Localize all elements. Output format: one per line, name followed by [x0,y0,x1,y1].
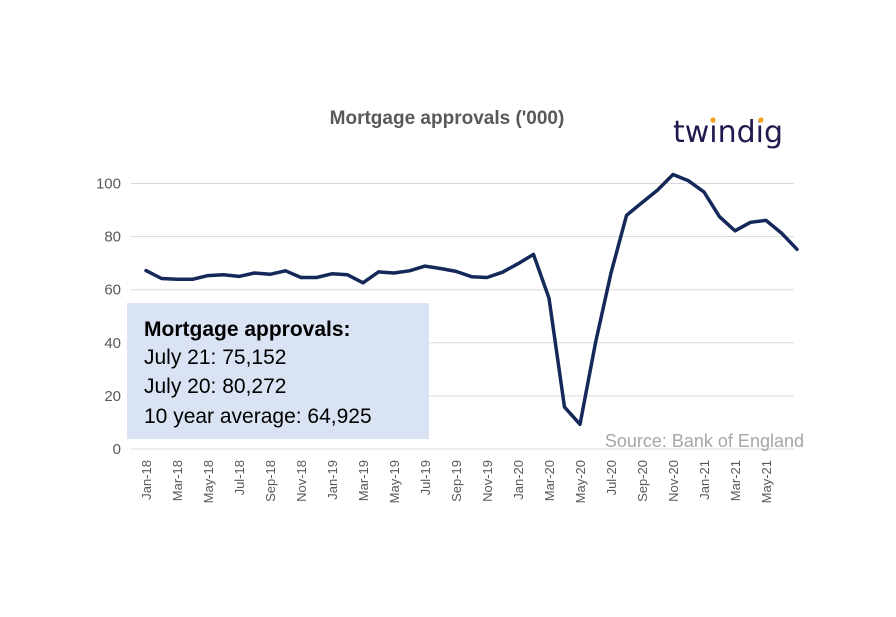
info-box-heading: Mortgage approvals: [144,318,351,341]
x-tick-label: Jan-18 [139,460,154,500]
info-box-line-july20: July 20: 80,272 [144,375,286,398]
chart-title: Mortgage approvals ('000) [330,108,565,129]
info-box-background [127,303,429,439]
x-tick-label: Nov-18 [294,460,309,502]
x-tick-label: Mar-19 [356,460,371,501]
y-tick-label: 100 [96,176,121,193]
y-axis-ticks: 0 20 40 60 80 100 [96,176,121,459]
x-tick-label: Sep-19 [449,460,464,502]
source-note: Source: Bank of England [605,431,804,451]
x-tick-label: Nov-20 [666,460,681,502]
x-tick-label: May-18 [201,460,216,503]
x-tick-label: Jul-19 [418,460,433,495]
info-box-line-average: 10 year average: 64,925 [144,405,372,428]
x-tick-label: Jan-21 [697,460,712,500]
info-box-line-july21: July 21: 75,152 [144,346,286,369]
x-tick-label: Sep-18 [263,460,278,502]
brand-dot-icon [758,117,764,123]
series-layer [144,172,799,427]
x-axis-ticks: Jan-18 Mar-18 May-18 Jul-18 Sep-18 Nov-18 Jan-… [139,460,774,503]
x-tick-label: May-19 [387,460,402,503]
x-tick-label: Nov-19 [480,460,495,502]
y-tick-label: 0 [113,441,121,458]
x-tick-label: Mar-20 [542,460,557,501]
x-tick-label: Sep-20 [635,460,650,502]
y-tick-label: 40 [104,335,121,352]
x-tick-label: May-21 [759,460,774,503]
y-tick-label: 60 [104,282,121,299]
brand-text: twindig [673,115,783,150]
y-tick-label: 20 [104,388,121,405]
x-tick-label: Jan-20 [511,460,526,500]
info-box: Mortgage approvals: July 21: 75,152 July… [127,303,429,439]
x-tick-label: Jan-19 [325,460,340,500]
x-tick-label: Jul-20 [604,460,619,495]
x-tick-label: Jul-18 [232,460,247,495]
series-line [144,172,799,427]
x-tick-label: Mar-18 [170,460,185,501]
y-tick-label: 80 [104,229,121,246]
brand-dot-icon [710,117,716,123]
x-tick-label: May-20 [573,460,588,503]
brand-logo: twindig [673,115,783,150]
x-tick-label: Mar-21 [728,460,743,501]
